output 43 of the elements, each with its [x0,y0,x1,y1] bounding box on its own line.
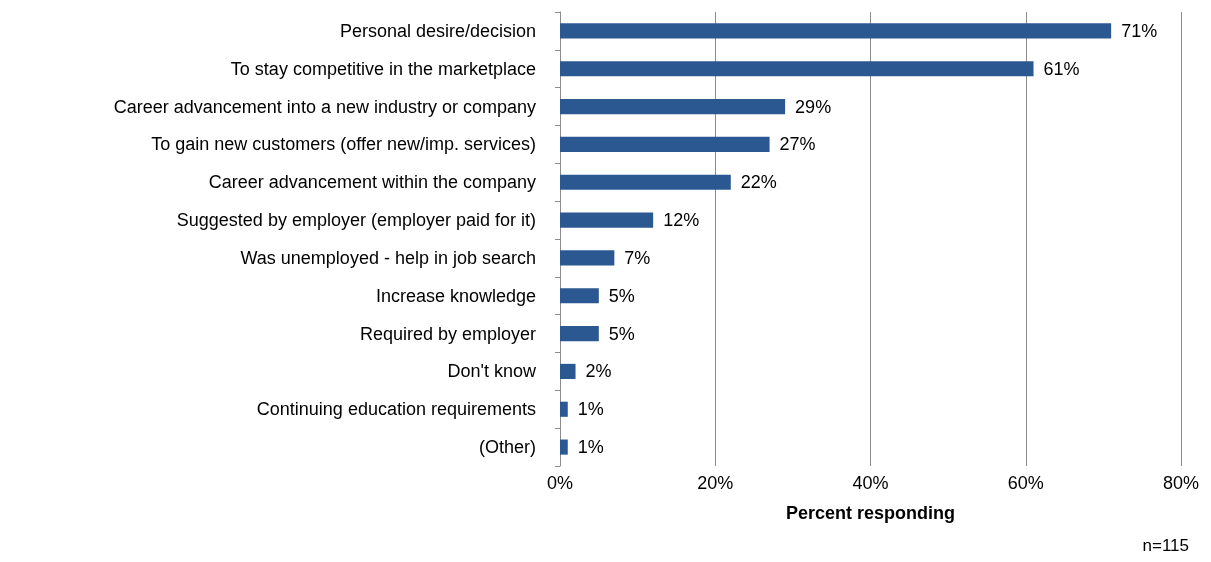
bar [560,363,576,379]
y-tick-label: Personal desire/decision [339,20,536,41]
data-label: 1% [577,437,604,458]
data-label: 5% [608,323,635,344]
data-label: 7% [624,247,651,268]
y-tick-label: Career advancement within the company [208,172,536,193]
bar [560,23,1112,39]
data-label: 12% [663,210,700,231]
x-tick-label: 0% [546,473,574,493]
bar [560,61,1034,77]
x-tick-label: 80% [1162,473,1200,493]
x-axis-title: Percent responding [785,503,956,523]
bar [560,99,786,115]
x-tick-label: 60% [1007,473,1044,493]
bar [560,439,568,455]
y-tick-label: Continuing education requirements [256,399,536,420]
x-tick-label: 40% [852,473,889,493]
y-tick-label: To gain new customers (offer new/imp. services) [151,134,536,155]
bar [560,401,568,417]
text: n=115 [1142,536,1189,555]
bar [560,174,731,190]
y-tick-label: Don't know [447,361,537,382]
data-label: 27% [779,134,816,155]
x-tick-label: 20% [697,473,734,493]
data-label: 5% [608,285,635,306]
data-label: 22% [740,172,777,193]
y-tick-label: (Other) [478,437,536,458]
data-label: 71% [1121,20,1158,41]
bar [560,250,615,266]
bar [560,136,770,152]
y-tick-label: To stay competitive in the marketplace [230,58,536,79]
data-label: 29% [795,96,832,117]
y-tick-label: Was unemployed - help in job search [240,247,536,268]
y-tick-label: Suggested by employer (employer paid for it) [176,210,536,231]
data-label: 1% [577,399,604,420]
data-label: 61% [1043,58,1080,79]
bar [560,212,654,228]
bar [560,288,599,304]
y-tick-label: Required by employer [359,323,536,344]
data-label: 2% [585,361,612,382]
y-tick-label: Increase knowledge [375,285,536,306]
y-tick-label: Career advancement into a new industry or company [113,96,536,117]
bar [560,326,599,342]
